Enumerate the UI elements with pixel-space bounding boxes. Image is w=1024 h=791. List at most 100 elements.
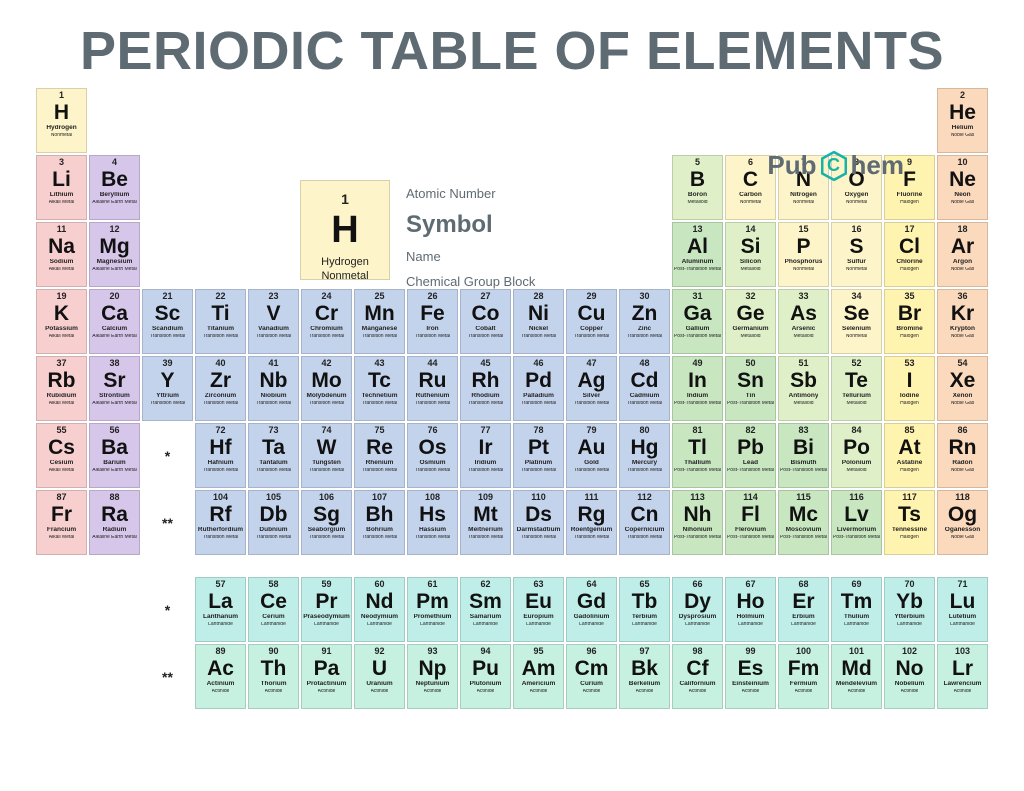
- element-cell-Nd[interactable]: 60NdNeodymiumLanthanide: [354, 577, 405, 642]
- element-cell-Fe[interactable]: 26FeIronTransition Metal: [407, 289, 458, 354]
- element-cell-B[interactable]: 5BBoronMetalloid: [672, 155, 723, 220]
- element-cell-Tb[interactable]: 65TbTerbiumLanthanide: [619, 577, 670, 642]
- element-cell-Sm[interactable]: 62SmSamariumLanthanide: [460, 577, 511, 642]
- element-cell-Rb[interactable]: 37RbRubidiumAlkali Metal: [36, 356, 87, 421]
- element-cell-Br[interactable]: 35BrBromineHalogen: [884, 289, 935, 354]
- element-cell-Ba[interactable]: 56BaBariumAlkaline Earth Metal: [89, 423, 140, 488]
- element-cell-Pr[interactable]: 59PrPraseodymiumLanthanide: [301, 577, 352, 642]
- element-cell-Pu[interactable]: 94PuPlutoniumActinide: [460, 644, 511, 709]
- element-cell-Cs[interactable]: 55CsCesiumAlkali Metal: [36, 423, 87, 488]
- element-cell-Hf[interactable]: 72HfHafniumTransition Metal: [195, 423, 246, 488]
- element-cell-Ti[interactable]: 22TiTitaniumTransition Metal: [195, 289, 246, 354]
- element-cell-Db[interactable]: 105DbDubniumTransition Metal: [248, 490, 299, 555]
- element-cell-Pa[interactable]: 91PaProtactiniumActinide: [301, 644, 352, 709]
- element-cell-Ag[interactable]: 47AgSilverTransition Metal: [566, 356, 617, 421]
- element-cell-Fl[interactable]: 114FlFleroviumPost-Transition Metal: [725, 490, 776, 555]
- element-cell-Ar[interactable]: 18ArArgonNoble Gas: [937, 222, 988, 287]
- element-cell-Cf[interactable]: 98CfCaliforniumActinide: [672, 644, 723, 709]
- element-cell-P[interactable]: 15PPhosphorusNonmetal: [778, 222, 829, 287]
- element-cell-Ce[interactable]: 58CeCeriumLanthanide: [248, 577, 299, 642]
- element-cell-Te[interactable]: 52TeTelluriumMetalloid: [831, 356, 882, 421]
- element-cell-Zr[interactable]: 40ZrZirconiumTransition Metal: [195, 356, 246, 421]
- element-cell-Sb[interactable]: 51SbAntimonyMetalloid: [778, 356, 829, 421]
- element-cell-No[interactable]: 102NoNobeliumActinide: [884, 644, 935, 709]
- element-cell-Mg[interactable]: 12MgMagnesiumAlkaline Earth Metal: [89, 222, 140, 287]
- element-cell-Ca[interactable]: 20CaCalciumAlkaline Earth Metal: [89, 289, 140, 354]
- element-cell-I[interactable]: 53IIodineHalogen: [884, 356, 935, 421]
- element-cell-Ir[interactable]: 77IrIridiumTransition Metal: [460, 423, 511, 488]
- element-cell-Yb[interactable]: 70YbYtterbiumLanthanide: [884, 577, 935, 642]
- element-cell-W[interactable]: 74WTungstenTransition Metal: [301, 423, 352, 488]
- element-cell-At[interactable]: 85AtAstatineHalogen: [884, 423, 935, 488]
- element-cell-Cr[interactable]: 24CrChromiumTransition Metal: [301, 289, 352, 354]
- element-cell-Co[interactable]: 27CoCobaltTransition Metal: [460, 289, 511, 354]
- element-cell-Nb[interactable]: 41NbNiobiumTransition Metal: [248, 356, 299, 421]
- element-cell-Nh[interactable]: 113NhNihoniumPost-Transition Metal: [672, 490, 723, 555]
- element-cell-Ni[interactable]: 28NiNickelTransition Metal: [513, 289, 564, 354]
- element-cell-Sc[interactable]: 21ScScandiumTransition Metal: [142, 289, 193, 354]
- element-cell-Mn[interactable]: 25MnManganeseTransition Metal: [354, 289, 405, 354]
- element-cell-Pd[interactable]: 46PdPalladiumTransition Metal: [513, 356, 564, 421]
- element-cell-Th[interactable]: 90ThThoriumActinide: [248, 644, 299, 709]
- element-cell-Lv[interactable]: 116LvLivermoriumPost-Transition Metal: [831, 490, 882, 555]
- element-cell-Na[interactable]: 11NaSodiumAlkali Metal: [36, 222, 87, 287]
- element-cell-Ts[interactable]: 117TsTennessineHalogen: [884, 490, 935, 555]
- element-cell-Os[interactable]: 76OsOsmiumTransition Metal: [407, 423, 458, 488]
- element-cell-Sn[interactable]: 50SnTinPost-Transition Metal: [725, 356, 776, 421]
- element-cell-Cu[interactable]: 29CuCopperTransition Metal: [566, 289, 617, 354]
- element-cell-Li[interactable]: 3LiLithiumAlkali Metal: [36, 155, 87, 220]
- element-cell-Mt[interactable]: 109MtMeitneriumTransition Metal: [460, 490, 511, 555]
- element-cell-Dy[interactable]: 66DyDysprosiumLanthanide: [672, 577, 723, 642]
- element-cell-Eu[interactable]: 63EuEuropiumLanthanide: [513, 577, 564, 642]
- element-cell-Sg[interactable]: 106SgSeaborgiumTransition Metal: [301, 490, 352, 555]
- element-cell-S[interactable]: 16SSulfurNonmetal: [831, 222, 882, 287]
- element-cell-Pb[interactable]: 82PbLeadPost-Transition Metal: [725, 423, 776, 488]
- element-cell-As[interactable]: 33AsArsenicMetalloid: [778, 289, 829, 354]
- element-cell-Be[interactable]: 4BeBerylliumAlkaline Earth Metal: [89, 155, 140, 220]
- element-cell-K[interactable]: 19KPotassiumAlkali Metal: [36, 289, 87, 354]
- element-cell-Fm[interactable]: 100FmFermiumActinide: [778, 644, 829, 709]
- element-cell-Au[interactable]: 79AuGoldTransition Metal: [566, 423, 617, 488]
- element-cell-Cl[interactable]: 17ClChlorineHalogen: [884, 222, 935, 287]
- element-cell-Zn[interactable]: 30ZnZincTransition Metal: [619, 289, 670, 354]
- element-cell-Am[interactable]: 95AmAmericiumActinide: [513, 644, 564, 709]
- element-cell-Tl[interactable]: 81TlThalliumPost-Transition Metal: [672, 423, 723, 488]
- element-cell-Hs[interactable]: 108HsHassiumTransition Metal: [407, 490, 458, 555]
- element-cell-In[interactable]: 49InIndiumPost-Transition Metal: [672, 356, 723, 421]
- element-cell-Ne[interactable]: 10NeNeonNoble Gas: [937, 155, 988, 220]
- element-cell-Ds[interactable]: 110DsDarmstadtiumTransition Metal: [513, 490, 564, 555]
- element-cell-Mo[interactable]: 42MoMolybdenumTransition Metal: [301, 356, 352, 421]
- element-cell-Lr[interactable]: 103LrLawrenciumActinide: [937, 644, 988, 709]
- element-cell-He[interactable]: 2HeHeliumNoble Gas: [937, 88, 988, 153]
- element-cell-Ac[interactable]: 89AcActiniumActinide: [195, 644, 246, 709]
- element-cell-Sr[interactable]: 38SrStrontiumAlkaline Earth Metal: [89, 356, 140, 421]
- element-cell-Er[interactable]: 68ErErbiumLanthanide: [778, 577, 829, 642]
- element-cell-Cn[interactable]: 112CnCoperniciumTransition Metal: [619, 490, 670, 555]
- element-cell-La[interactable]: 57LaLanthanumLanthanide: [195, 577, 246, 642]
- element-cell-Lu[interactable]: 71LuLutetiumLanthanide: [937, 577, 988, 642]
- element-cell-Ge[interactable]: 32GeGermaniumMetalloid: [725, 289, 776, 354]
- element-cell-Ra[interactable]: 88RaRadiumAlkaline Earth Metal: [89, 490, 140, 555]
- element-cell-Rg[interactable]: 111RgRoentgeniumTransition Metal: [566, 490, 617, 555]
- element-cell-Kr[interactable]: 36KrKryptonNoble Gas: [937, 289, 988, 354]
- element-cell-Pt[interactable]: 78PtPlatinumTransition Metal: [513, 423, 564, 488]
- element-cell-Ta[interactable]: 73TaTantalumTransition Metal: [248, 423, 299, 488]
- element-cell-U[interactable]: 92UUraniumActinide: [354, 644, 405, 709]
- element-cell-Bh[interactable]: 107BhBohriumTransition Metal: [354, 490, 405, 555]
- element-cell-Bi[interactable]: 83BiBismuthPost-Transition Metal: [778, 423, 829, 488]
- element-cell-Re[interactable]: 75ReRheniumTransition Metal: [354, 423, 405, 488]
- element-cell-Cd[interactable]: 48CdCadmiumTransition Metal: [619, 356, 670, 421]
- element-cell-H[interactable]: 1HHydrogenNonmetal: [36, 88, 87, 153]
- element-cell-Al[interactable]: 13AlAluminumPost-Transition Metal: [672, 222, 723, 287]
- element-cell-Xe[interactable]: 54XeXenonNoble Gas: [937, 356, 988, 421]
- element-cell-Rh[interactable]: 45RhRhodiumTransition Metal: [460, 356, 511, 421]
- element-cell-Y[interactable]: 39YYttriumTransition Metal: [142, 356, 193, 421]
- element-cell-Tm[interactable]: 69TmThuliumLanthanide: [831, 577, 882, 642]
- element-cell-Po[interactable]: 84PoPoloniumMetalloid: [831, 423, 882, 488]
- element-cell-Fr[interactable]: 87FrFranciumAlkali Metal: [36, 490, 87, 555]
- element-cell-Cm[interactable]: 96CmCuriumActinide: [566, 644, 617, 709]
- element-cell-Np[interactable]: 93NpNeptuniumActinide: [407, 644, 458, 709]
- element-cell-Rn[interactable]: 86RnRadonNoble Gas: [937, 423, 988, 488]
- element-cell-Si[interactable]: 14SiSiliconMetalloid: [725, 222, 776, 287]
- element-cell-Pm[interactable]: 61PmPromethiumLanthanide: [407, 577, 458, 642]
